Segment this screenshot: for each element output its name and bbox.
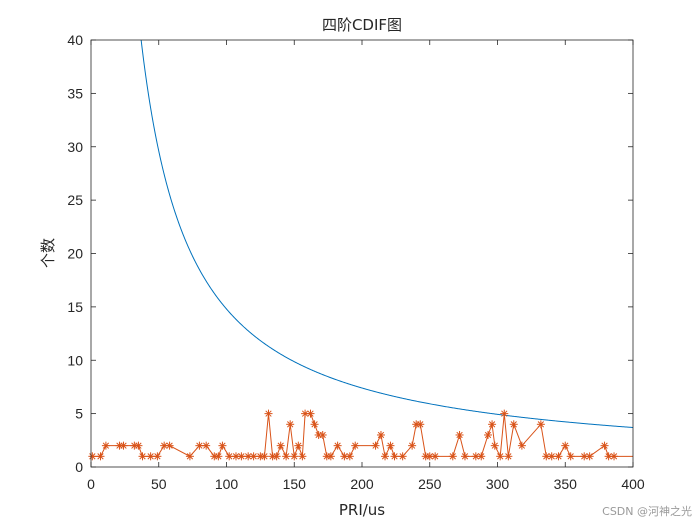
count-point: [231, 452, 240, 461]
count-point: [408, 441, 417, 450]
count-point: [561, 441, 570, 450]
count-point: [146, 452, 155, 461]
count-point: [477, 452, 486, 461]
count-point: [88, 452, 97, 461]
count-point: [185, 452, 194, 461]
count-point: [276, 441, 285, 450]
y-tick-label: 10: [67, 352, 83, 368]
count-point: [101, 441, 110, 450]
x-tick-label: 300: [486, 476, 510, 492]
threshold-series: [140, 39, 634, 428]
x-tick-label: 100: [215, 476, 239, 492]
watermark-text: CSDN @河神之光: [602, 505, 692, 518]
x-axis-label: PRI/us: [339, 501, 385, 519]
count-point: [165, 441, 174, 450]
count-point: [496, 452, 505, 461]
y-axis-label: 个数: [39, 238, 57, 268]
count-point: [376, 430, 385, 439]
chart-title: 四阶CDIF图: [322, 16, 402, 34]
count-point: [448, 452, 457, 461]
count-point: [294, 441, 303, 450]
count-point: [554, 452, 563, 461]
count-point: [484, 430, 493, 439]
y-tick-label: 15: [67, 299, 83, 315]
count-point: [218, 441, 227, 450]
x-tick-label: 50: [151, 476, 167, 492]
count-point: [214, 452, 223, 461]
count-point: [333, 441, 342, 450]
count-point: [119, 441, 128, 450]
x-tick-label: 400: [621, 476, 645, 492]
y-tick-label: 35: [67, 85, 83, 101]
count-point: [488, 420, 497, 429]
count-point: [600, 441, 609, 450]
count-point: [490, 441, 499, 450]
count-point: [298, 452, 307, 461]
count-point: [310, 420, 319, 429]
count-point: [96, 452, 105, 461]
y-tick-label: 40: [67, 32, 83, 48]
x-tick-label: 200: [350, 476, 374, 492]
count-point: [460, 452, 469, 461]
count-point: [318, 430, 327, 439]
x-tick-label: 250: [418, 476, 442, 492]
counts-series: [88, 409, 633, 461]
count-point: [286, 420, 295, 429]
count-point: [306, 409, 315, 418]
axis-ticks: 0 50 100 150 200 250 300 350 400 0 5 10 15 20 25 30 35 40: [67, 32, 644, 492]
count-point: [455, 430, 464, 439]
count-point: [547, 452, 556, 461]
count-point: [504, 452, 513, 461]
threshold-curve: [140, 39, 634, 428]
count-point: [585, 452, 594, 461]
y-tick-label: 20: [67, 246, 83, 262]
count-point: [138, 452, 147, 461]
x-tick-label: 0: [87, 476, 95, 492]
count-point: [390, 452, 399, 461]
count-point: [202, 441, 211, 450]
count-point: [517, 441, 526, 450]
count-point: [542, 452, 551, 461]
count-point: [301, 409, 310, 418]
x-tick-label: 350: [554, 476, 578, 492]
count-point: [282, 452, 291, 461]
count-point: [153, 452, 162, 461]
count-point: [237, 452, 246, 461]
y-tick-label: 30: [67, 139, 83, 155]
count-point: [398, 452, 407, 461]
count-point: [509, 420, 518, 429]
count-point: [264, 409, 273, 418]
count-point: [345, 452, 354, 461]
count-point: [386, 441, 395, 450]
count-point: [536, 420, 545, 429]
y-tick-label: 5: [75, 406, 83, 422]
count-point: [610, 452, 619, 461]
count-point: [290, 452, 299, 461]
count-point: [381, 452, 390, 461]
count-point: [500, 409, 509, 418]
count-point: [425, 452, 434, 461]
count-point: [566, 452, 575, 461]
x-tick-label: 150: [283, 476, 307, 492]
y-tick-label: 0: [75, 459, 83, 475]
count-point: [326, 452, 335, 461]
count-point: [416, 420, 425, 429]
count-point: [431, 452, 440, 461]
count-point: [260, 452, 269, 461]
y-tick-label: 25: [67, 192, 83, 208]
count-point: [272, 452, 281, 461]
count-point: [195, 441, 204, 450]
count-point: [249, 452, 258, 461]
count-point: [134, 441, 143, 450]
count-point: [225, 452, 234, 461]
plot-area: [91, 40, 633, 467]
count-point: [351, 441, 360, 450]
count-point: [371, 441, 380, 450]
